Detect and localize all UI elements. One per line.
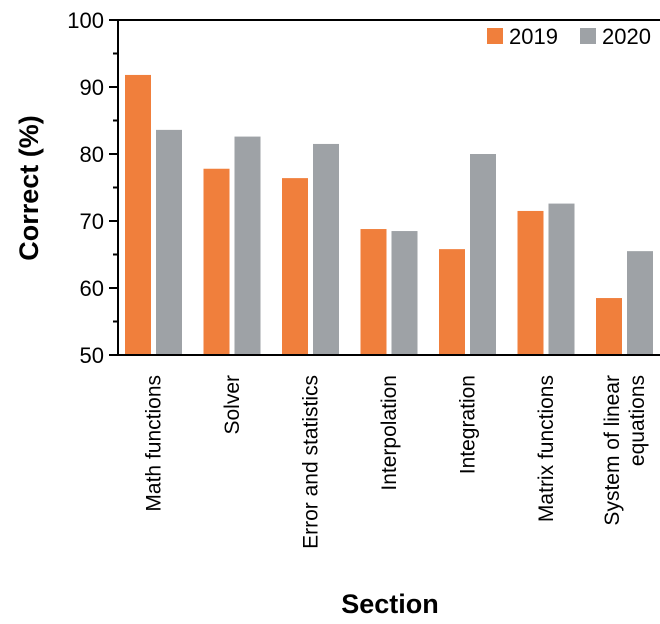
x-tick-label-line: Error and statistics	[300, 375, 323, 549]
bar-2020-2	[313, 143, 339, 355]
x-tick-label: Math functions	[143, 375, 166, 512]
bar-2019-1	[203, 168, 230, 355]
bar-2019-6	[596, 298, 622, 355]
bar-2019-0	[125, 74, 151, 355]
y-tick-label: 90	[80, 75, 104, 100]
x-tick-label: Interpolation	[378, 375, 401, 491]
legend-swatch-2020	[580, 28, 596, 44]
y-axis-ticks: 50 60 70 80 90 100	[67, 8, 118, 368]
x-tick-label-line: System of linear	[601, 375, 624, 526]
legend-label-2019: 2019	[509, 24, 558, 49]
bars	[125, 74, 653, 355]
x-axis-title: Section	[341, 589, 439, 619]
bar-2020-1	[234, 136, 261, 355]
bar-2019-5	[517, 210, 544, 355]
x-tick-label: Solver	[221, 375, 244, 435]
bar-2020-0	[156, 129, 182, 355]
legend-label-2020: 2020	[602, 24, 651, 49]
x-tick-label-line: Integration	[457, 375, 480, 474]
y-tick-label: 50	[80, 343, 104, 368]
x-tick-label: Error and statistics	[300, 375, 323, 549]
legend-swatch-2019	[487, 28, 503, 44]
bar-2020-4	[470, 154, 496, 355]
bar-2020-6	[627, 251, 653, 355]
legend: 2019 2020	[487, 24, 651, 49]
bar-2020-5	[548, 203, 575, 355]
x-tick-label: System of linearequations	[601, 375, 649, 526]
x-tick-label-line: Solver	[221, 375, 244, 435]
x-axis-tick-labels: Math functions Solver Error and statistics…	[143, 375, 650, 549]
y-tick-label: 60	[80, 276, 104, 301]
bar-2020-3	[391, 231, 418, 355]
x-tick-label-line: Math functions	[143, 375, 166, 512]
x-tick-label-line: equations	[626, 375, 649, 466]
x-tick-label-line: Matrix functions	[535, 375, 558, 522]
x-tick-label-line: Interpolation	[378, 375, 401, 491]
y-tick-label: 100	[67, 8, 104, 33]
x-tick-label: Matrix functions	[535, 375, 558, 522]
bar-2019-3	[360, 229, 387, 355]
y-tick-label: 70	[80, 209, 104, 234]
y-tick-label: 80	[80, 142, 104, 167]
bar-2019-2	[282, 178, 308, 355]
x-tick-label: Integration	[457, 375, 480, 474]
bar-2019-4	[439, 249, 465, 355]
y-axis-title: Correct (%)	[14, 115, 44, 261]
